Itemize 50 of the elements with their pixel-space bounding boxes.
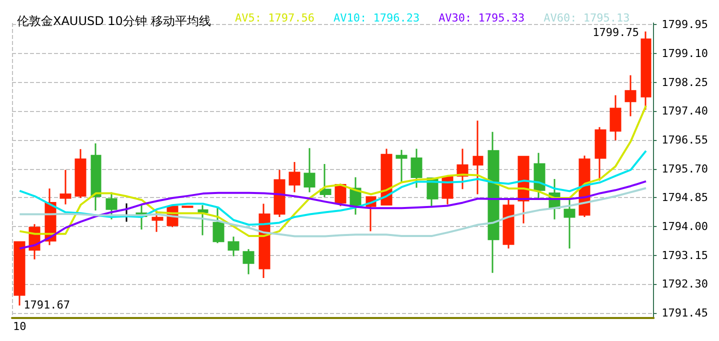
line-series <box>18 180 648 250</box>
candlestick <box>564 197 576 250</box>
y-tick-label: 1795.70 <box>662 162 708 176</box>
text: AV60: 1795.13 <box>544 12 630 24</box>
candlestick <box>624 74 636 117</box>
y-tick-label: 1797.40 <box>662 104 708 118</box>
candlestick <box>304 147 316 193</box>
candlestick <box>320 163 332 198</box>
y-tick-label: 1798.25 <box>662 76 708 89</box>
y-tick-label: 1793.15 <box>662 248 708 262</box>
y-tick-label: 1799.95 <box>662 18 708 32</box>
text: AV10: 1796.23 <box>333 12 420 24</box>
candlestick <box>410 148 422 189</box>
candlestick <box>534 152 546 200</box>
annotation: 1799.75 <box>592 26 639 39</box>
line-series <box>18 104 648 237</box>
candlestick <box>288 161 300 193</box>
candlestick <box>228 236 240 258</box>
candlestick <box>472 120 484 195</box>
y-tick-label: 1799.10 <box>662 47 708 60</box>
candlestick <box>610 94 622 142</box>
candlestick <box>380 148 392 206</box>
candlestick <box>442 176 454 206</box>
x-tick-label: 10 <box>13 320 26 333</box>
chart-title: 伦敦金XAUUSD 10分钟 移动平均线 <box>17 14 211 28</box>
candlestick <box>242 248 254 276</box>
candlestick <box>198 204 208 236</box>
candlestick <box>74 148 86 199</box>
candlestick <box>152 210 164 233</box>
candlestick <box>488 131 500 274</box>
candlestick <box>640 30 652 111</box>
y-tick-label: 1794.00 <box>662 220 708 233</box>
candlestick <box>14 241 26 306</box>
candlestick <box>274 169 286 218</box>
candlestick <box>212 206 224 244</box>
text: AV30: 1795.33 <box>438 12 525 24</box>
candlestick <box>502 198 514 250</box>
y-tick-label: 1796.55 <box>662 133 708 146</box>
candlestick <box>90 142 102 212</box>
candlestick <box>594 126 606 182</box>
candlestick <box>60 169 72 206</box>
text: AV5: 1797.56 <box>235 12 314 24</box>
y-tick-label: 1794.85 <box>662 191 708 204</box>
annotation: 1791.67 <box>24 298 70 312</box>
line-series <box>18 150 648 226</box>
candlestick <box>106 191 118 220</box>
y-tick-label: 1791.45 <box>662 306 708 320</box>
y-tick-label: 1792.30 <box>662 278 708 291</box>
line-series <box>18 187 648 238</box>
candlestick <box>396 149 408 182</box>
